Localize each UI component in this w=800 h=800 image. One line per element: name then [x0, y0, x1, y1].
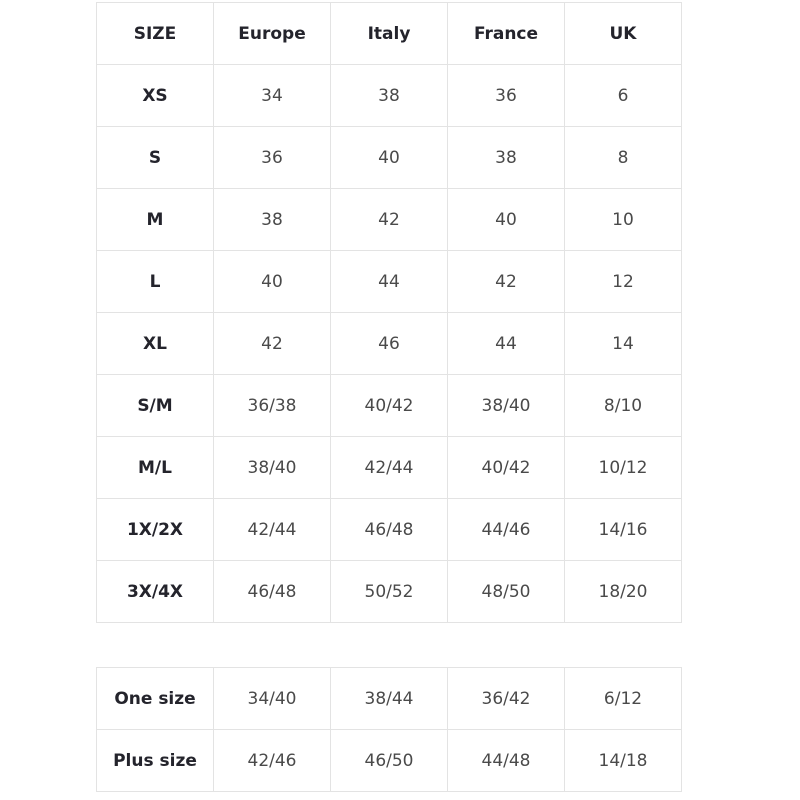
size-value-cell: 42/44: [330, 436, 448, 499]
table-row: Plus size 42/46 46/50 44/48 14/18: [96, 729, 682, 792]
size-label-cell: Plus size: [96, 729, 214, 792]
size-value-cell: 42: [447, 250, 565, 313]
table-row: XS 34 38 36 6: [96, 64, 682, 127]
size-value-cell: 40/42: [447, 436, 565, 499]
size-value-cell: 38: [330, 64, 448, 127]
table-row: 3X/4X 46/48 50/52 48/50 18/20: [96, 560, 682, 623]
size-chart-table: SIZE Europe Italy France UK XS 34 38 36 6 S 36 40 38…: [96, 2, 682, 623]
size-value-cell: 10: [564, 188, 682, 251]
size-value-cell: 42/44: [213, 498, 331, 561]
size-value-cell: 18/20: [564, 560, 682, 623]
size-value-cell: 46/48: [330, 498, 448, 561]
size-value-cell: 34: [213, 64, 331, 127]
size-value-cell: 40: [213, 250, 331, 313]
size-value-cell: 36/42: [447, 667, 565, 730]
column-header: Italy: [330, 2, 448, 65]
size-value-cell: 34/40: [213, 667, 331, 730]
size-value-cell: 42: [213, 312, 331, 375]
size-value-cell: 50/52: [330, 560, 448, 623]
size-label-cell: XS: [96, 64, 214, 127]
size-label-cell: S: [96, 126, 214, 189]
table-row: S 36 40 38 8: [96, 126, 682, 189]
size-value-cell: 42/46: [213, 729, 331, 792]
size-value-cell: 38/44: [330, 667, 448, 730]
size-value-cell: 14: [564, 312, 682, 375]
size-value-cell: 12: [564, 250, 682, 313]
size-value-cell: 14/16: [564, 498, 682, 561]
size-value-cell: 48/50: [447, 560, 565, 623]
table-row: L 40 44 42 12: [96, 250, 682, 313]
size-value-cell: 44/48: [447, 729, 565, 792]
table-row: One size 34/40 38/44 36/42 6/12: [96, 667, 682, 730]
size-label-cell: 3X/4X: [96, 560, 214, 623]
extra-sizes-table: One size 34/40 38/44 36/42 6/12 Plus size 42/4…: [96, 667, 682, 792]
size-value-cell: 6: [564, 64, 682, 127]
size-label-cell: M: [96, 188, 214, 251]
size-value-cell: 14/18: [564, 729, 682, 792]
column-header: SIZE: [96, 2, 214, 65]
size-value-cell: 8: [564, 126, 682, 189]
size-value-cell: 46/48: [213, 560, 331, 623]
size-value-cell: 36: [213, 126, 331, 189]
size-label-cell: XL: [96, 312, 214, 375]
column-header: France: [447, 2, 565, 65]
size-value-cell: 40/42: [330, 374, 448, 437]
size-value-cell: 46/50: [330, 729, 448, 792]
size-value-cell: 38/40: [447, 374, 565, 437]
size-value-cell: 42: [330, 188, 448, 251]
size-value-cell: 40: [447, 188, 565, 251]
table-row: 1X/2X 42/44 46/48 44/46 14/16: [96, 498, 682, 561]
size-value-cell: 38/40: [213, 436, 331, 499]
size-value-cell: 36/38: [213, 374, 331, 437]
size-value-cell: 44: [447, 312, 565, 375]
size-value-cell: 46: [330, 312, 448, 375]
table-row: S/M 36/38 40/42 38/40 8/10: [96, 374, 682, 437]
size-value-cell: 6/12: [564, 667, 682, 730]
header-row: SIZE Europe Italy France UK: [96, 2, 682, 65]
table-row: XL 42 46 44 14: [96, 312, 682, 375]
size-label-cell: L: [96, 250, 214, 313]
size-value-cell: 36: [447, 64, 565, 127]
size-label-cell: 1X/2X: [96, 498, 214, 561]
table-row: M/L 38/40 42/44 40/42 10/12: [96, 436, 682, 499]
size-value-cell: 44: [330, 250, 448, 313]
column-header: Europe: [213, 2, 331, 65]
size-label-cell: S/M: [96, 374, 214, 437]
size-value-cell: 40: [330, 126, 448, 189]
column-header: UK: [564, 2, 682, 65]
size-value-cell: 38: [213, 188, 331, 251]
table-row: M 38 42 40 10: [96, 188, 682, 251]
size-value-cell: 38: [447, 126, 565, 189]
size-label-cell: One size: [96, 667, 214, 730]
size-label-cell: M/L: [96, 436, 214, 499]
size-value-cell: 10/12: [564, 436, 682, 499]
size-value-cell: 8/10: [564, 374, 682, 437]
size-value-cell: 44/46: [447, 498, 565, 561]
